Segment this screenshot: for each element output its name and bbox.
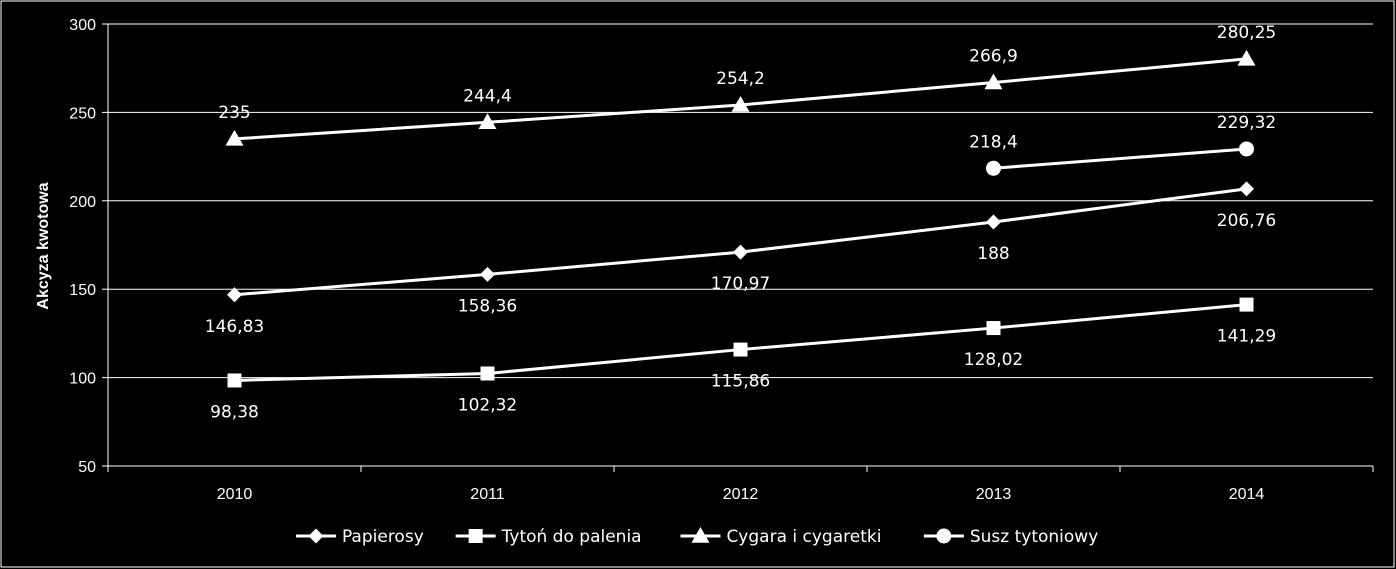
point-susz-tytoniowy-2014 xyxy=(1239,141,1254,157)
legend-item-susz-tytoniowy: Susz tytoniowy xyxy=(923,527,1098,547)
point-papierosy-2011 xyxy=(480,266,495,282)
data-label-cygara-i-cygaretki-2011: 244,4 xyxy=(463,86,512,106)
series-group xyxy=(225,49,1256,388)
y-tick-label-150: 150 xyxy=(69,282,96,299)
point-susz-tytoniowy-2013 xyxy=(986,160,1001,176)
point-papierosy-2014 xyxy=(1239,181,1254,197)
data-label-papierosy-2011: 158,36 xyxy=(458,296,517,316)
y-tick-label-100: 100 xyxy=(69,371,96,388)
point-papierosy-2013 xyxy=(986,214,1001,230)
legend-marker-papierosy xyxy=(308,528,324,544)
point-cygara-i-cygaretki-2010 xyxy=(225,129,244,146)
data-label-tyto-do-palenia-2010: 98,38 xyxy=(210,402,259,422)
point-tyto-do-palenia-2011 xyxy=(480,366,495,381)
legend-marker-susz-tytoniowy xyxy=(936,528,952,544)
x-tick-label-2013: 2013 xyxy=(976,486,1012,503)
point-papierosy-2012 xyxy=(733,244,748,260)
legend-marker-cygara-i-cygaretki xyxy=(691,527,710,543)
x-tick-label-2012: 2012 xyxy=(723,486,759,503)
point-cygara-i-cygaretki-2011 xyxy=(478,113,497,130)
point-papierosy-2010 xyxy=(227,287,242,303)
legend-item-cygara-i-cygaretki: Cygara i cygaretki xyxy=(680,527,881,547)
y-tick-label-250: 250 xyxy=(69,105,96,122)
data-label-tyto-do-palenia-2012: 115,86 xyxy=(711,372,770,392)
point-cygara-i-cygaretki-2013 xyxy=(984,73,1003,90)
data-label-papierosy-2012: 170,97 xyxy=(711,274,770,294)
data-label-susz-tytoniowy-2013: 218,4 xyxy=(969,132,1018,152)
point-tyto-do-palenia-2013 xyxy=(986,321,1001,336)
data-label-cygara-i-cygaretki-2012: 254,2 xyxy=(716,69,765,89)
data-label-papierosy-2014: 206,76 xyxy=(1217,211,1276,231)
data-label-cygara-i-cygaretki-2010: 235 xyxy=(218,103,250,123)
data-labels: 146,83 158,36 170,97 188 206,76 98,38 102,32 11… xyxy=(205,23,1276,423)
data-label-susz-tytoniowy-2014: 229,32 xyxy=(1217,113,1276,133)
series-line-susz-tytoniowy xyxy=(993,147,1247,170)
y-axis-title: Akcyza kwotowa xyxy=(35,182,52,309)
legend-label-tyto-do-palenia: Tytoń do palenia xyxy=(501,527,642,547)
point-cygara-i-cygaretki-2014 xyxy=(1237,49,1256,66)
point-tyto-do-palenia-2014 xyxy=(1239,297,1254,312)
axes: 50 100 150 200 250 300 2010 2011 2012 2013 2014 xyxy=(69,17,1374,503)
x-tick-label-2010: 2010 xyxy=(217,486,253,503)
legend-label-susz-tytoniowy: Susz tytoniowy xyxy=(970,527,1098,547)
point-tyto-do-palenia-2012 xyxy=(733,342,748,357)
point-tyto-do-palenia-2010 xyxy=(227,373,242,388)
data-label-cygara-i-cygaretki-2013: 266,9 xyxy=(969,47,1018,67)
legend: Papierosy Tytoń do palenia Cygara i cygare… xyxy=(295,527,1098,547)
y-tick-label-200: 200 xyxy=(69,194,96,211)
legend-marker-tyto-do-palenia xyxy=(468,529,483,543)
y-tick-label-300: 300 xyxy=(69,17,96,34)
data-label-tyto-do-palenia-2013: 128,02 xyxy=(964,350,1023,370)
legend-label-papierosy: Papierosy xyxy=(342,527,424,547)
data-label-cygara-i-cygaretki-2014: 280,25 xyxy=(1217,23,1276,43)
legend-item-tyto-do-palenia: Tytoń do palenia xyxy=(455,527,642,547)
legend-item-papierosy: Papierosy xyxy=(295,527,424,547)
data-label-tyto-do-palenia-2014: 141,29 xyxy=(1217,327,1276,347)
x-tick-label-2011: 2011 xyxy=(470,486,505,503)
data-label-tyto-do-palenia-2011: 102,32 xyxy=(458,395,517,415)
legend-label-cygara-i-cygaretki: Cygara i cygaretki xyxy=(726,527,881,547)
data-label-papierosy-2010: 146,83 xyxy=(205,317,264,337)
y-tick-label-50: 50 xyxy=(78,459,96,476)
point-cygara-i-cygaretki-2012 xyxy=(731,95,750,112)
data-label-papierosy-2013: 188 xyxy=(977,244,1009,264)
x-tick-label-2014: 2014 xyxy=(1229,486,1265,503)
